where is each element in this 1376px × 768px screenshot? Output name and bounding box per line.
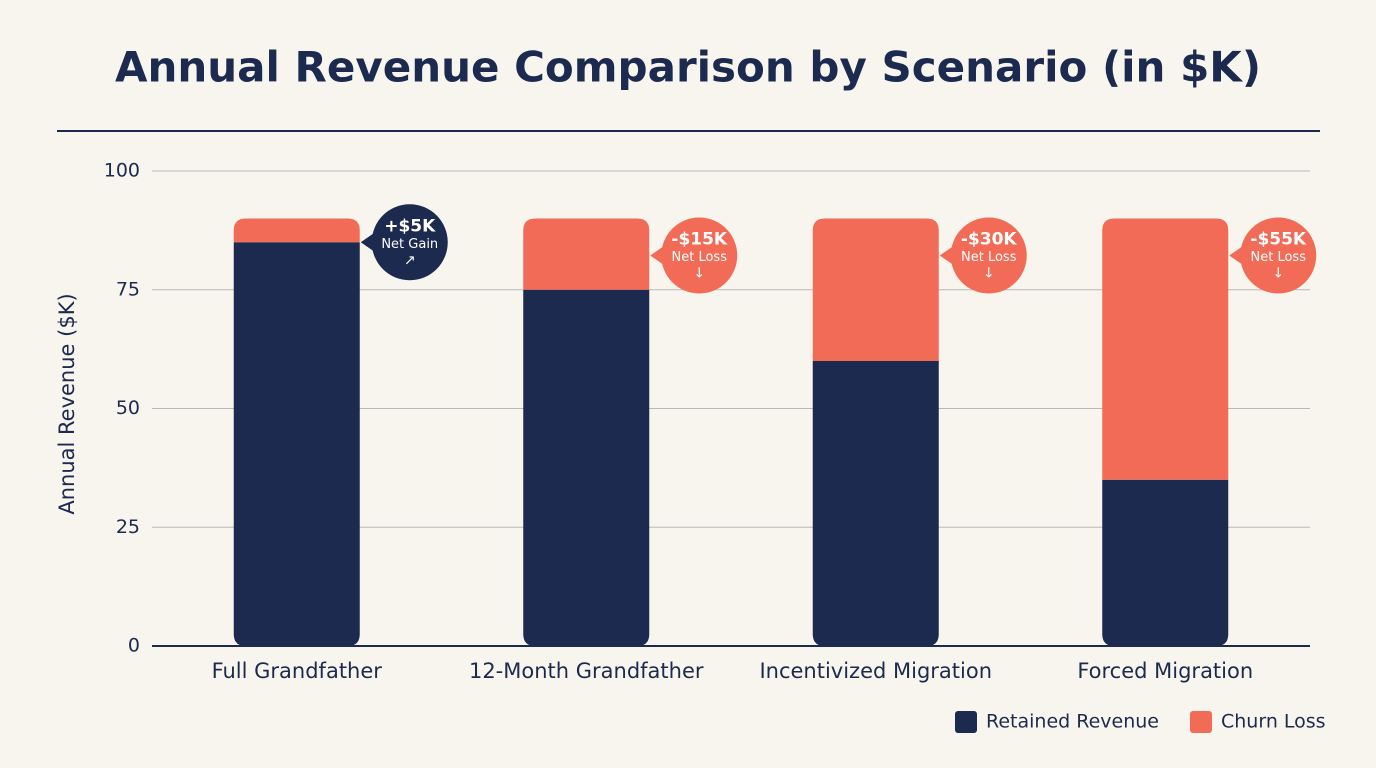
annotation-label: Net Loss <box>672 250 728 265</box>
x-tick-label: Full Grandfather <box>212 659 383 683</box>
annotation-pointer <box>650 246 664 265</box>
annotation-pointer <box>1229 246 1243 265</box>
annotation-pointer <box>360 233 374 252</box>
x-tick-label: 12-Month Grandfather <box>469 659 704 683</box>
bar-segment <box>812 218 939 361</box>
bar-segment <box>812 361 939 646</box>
x-tick-label: Forced Migration <box>1077 659 1253 683</box>
bar-segment <box>233 242 360 646</box>
bar-segment <box>1102 479 1229 646</box>
legend-label: Churn Loss <box>1221 711 1326 733</box>
annotation-value: +$5K <box>384 216 436 236</box>
y-tick-label: 75 <box>116 278 140 300</box>
y-tick-label: 50 <box>116 397 140 419</box>
annotation-arrow: ↓ <box>693 266 705 282</box>
bar-segment <box>523 289 650 646</box>
bar-segment <box>1102 218 1229 480</box>
y-axis-label: Annual Revenue ($K) <box>55 293 79 514</box>
annotation-bubble <box>1240 217 1317 294</box>
legend-swatch <box>1190 711 1212 733</box>
annotation-label: Net Loss <box>961 250 1017 265</box>
annotation-bubble <box>371 204 448 281</box>
annotation-arrow: ↓ <box>1272 266 1284 282</box>
annotation-bubble <box>661 217 738 294</box>
annotation-value: -$30K <box>961 230 1018 250</box>
bar-segment <box>523 218 650 290</box>
annotation-bubble <box>950 217 1027 294</box>
y-tick-label: 25 <box>116 516 140 538</box>
legend-label: Retained Revenue <box>986 711 1159 733</box>
y-tick-label: 0 <box>128 635 140 657</box>
annotation-value: -$55K <box>1250 230 1307 250</box>
chart-title: Annual Revenue Comparison by Scenario (i… <box>115 43 1261 92</box>
bar-segment <box>233 218 360 243</box>
annotation-label: Net Gain <box>381 237 438 252</box>
annotation-arrow: ↓ <box>983 266 995 282</box>
annotation-value: -$15K <box>671 230 728 250</box>
x-tick-label: Incentivized Migration <box>759 659 992 683</box>
annotation-arrow: ↗ <box>404 252 416 268</box>
y-tick-label: 100 <box>104 160 140 182</box>
annotation-pointer <box>939 246 953 265</box>
annotation-label: Net Loss <box>1251 250 1307 265</box>
legend-swatch <box>955 711 977 733</box>
